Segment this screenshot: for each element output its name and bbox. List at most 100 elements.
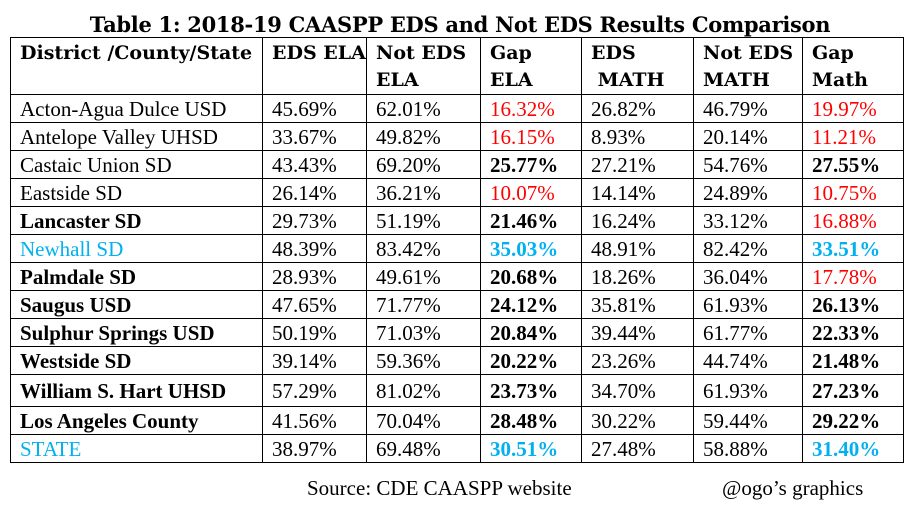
data-cell: 20.68% bbox=[480, 262, 582, 291]
data-cell: 21.48% bbox=[802, 346, 904, 375]
table-row: Saugus USD 47.65% 71.77% 24.12% 35.81% 61.93%… bbox=[10, 290, 904, 319]
data-cell: 24.89% bbox=[693, 178, 803, 207]
data-cell: 27.55% bbox=[802, 150, 904, 179]
column-header-line: District /County/State bbox=[20, 42, 253, 64]
data-cell: 46.79% bbox=[693, 94, 803, 123]
data-cell: 59.44% bbox=[693, 406, 803, 435]
data-cell: 22.33% bbox=[802, 318, 904, 347]
data-cell: 21.46% bbox=[480, 206, 582, 235]
data-cell: 26.13% bbox=[802, 290, 904, 319]
data-cell: 83.42% bbox=[366, 234, 481, 263]
data-cell: 57.29% bbox=[262, 374, 367, 407]
column-header-line: MATH bbox=[703, 69, 770, 91]
data-cell: 36.21% bbox=[366, 178, 481, 207]
data-cell: 19.97% bbox=[802, 94, 904, 123]
data-cell: 50.19% bbox=[262, 318, 367, 347]
data-cell: 28.48% bbox=[480, 406, 582, 435]
table-row: Palmdale SD 28.93% 49.61% 20.68% 18.26% 36.04… bbox=[10, 262, 904, 291]
data-cell: 39.44% bbox=[581, 318, 694, 347]
column-header: Gap ELA bbox=[480, 37, 582, 95]
column-header-line: EDS bbox=[591, 42, 636, 64]
credit-note: @ogo’s graphics bbox=[722, 476, 864, 500]
data-cell: 49.82% bbox=[366, 122, 481, 151]
data-cell: 54.76% bbox=[693, 150, 803, 179]
results-table: District /County/State EDS ELA Not EDS ELA G… bbox=[10, 37, 904, 463]
row-label: Newhall SD bbox=[10, 234, 263, 263]
data-cell: 35.81% bbox=[581, 290, 694, 319]
data-cell: 26.82% bbox=[581, 94, 694, 123]
data-cell: 58.88% bbox=[693, 434, 803, 463]
data-cell: 27.48% bbox=[581, 434, 694, 463]
data-cell: 16.15% bbox=[480, 122, 582, 151]
data-cell: 16.32% bbox=[480, 94, 582, 123]
data-cell: 61.77% bbox=[693, 318, 803, 347]
data-cell: 81.02% bbox=[366, 374, 481, 407]
data-cell: 43.43% bbox=[262, 150, 367, 179]
row-label: Eastside SD bbox=[10, 178, 263, 207]
column-header: Not EDS MATH bbox=[693, 37, 803, 95]
column-header-line: EDS ELA bbox=[272, 42, 366, 64]
data-cell: 18.26% bbox=[581, 262, 694, 291]
header-row: District /County/State EDS ELA Not EDS ELA G… bbox=[10, 37, 904, 95]
row-label: Westside SD bbox=[10, 346, 263, 375]
column-header: District /County/State bbox=[10, 37, 263, 95]
data-cell: 61.93% bbox=[693, 374, 803, 407]
data-cell: 8.93% bbox=[581, 122, 694, 151]
column-header: EDS MATH bbox=[581, 37, 694, 95]
row-label: Castaic Union SD bbox=[10, 150, 263, 179]
column-header-line: ELA bbox=[376, 69, 419, 91]
table-row: Sulphur Springs USD 50.19% 71.03% 20.84% 39.… bbox=[10, 318, 904, 347]
table-row: Acton-Agua Dulce USD 45.69% 62.01% 16.32% 26… bbox=[10, 94, 904, 123]
data-cell: 69.48% bbox=[366, 434, 481, 463]
row-label: STATE bbox=[10, 434, 263, 463]
column-header-line: ELA bbox=[490, 69, 533, 91]
data-cell: 26.14% bbox=[262, 178, 367, 207]
column-header-line: Math bbox=[812, 69, 868, 91]
data-cell: 20.22% bbox=[480, 346, 582, 375]
data-cell: 29.73% bbox=[262, 206, 367, 235]
data-cell: 44.74% bbox=[693, 346, 803, 375]
table-row: Castaic Union SD 43.43% 69.20% 25.77% 27.21%… bbox=[10, 150, 904, 179]
table-title: Table 1: 2018-19 CAASPP EDS and Not EDS … bbox=[89, 12, 831, 37]
data-cell: 17.78% bbox=[802, 262, 904, 291]
row-label: Acton-Agua Dulce USD bbox=[10, 94, 263, 123]
row-label: Sulphur Springs USD bbox=[10, 318, 263, 347]
data-cell: 49.61% bbox=[366, 262, 481, 291]
data-cell: 71.77% bbox=[366, 290, 481, 319]
data-cell: 62.01% bbox=[366, 94, 481, 123]
column-header: Gap Math bbox=[802, 37, 904, 95]
row-label: Palmdale SD bbox=[10, 262, 263, 291]
data-cell: 23.73% bbox=[480, 374, 582, 407]
row-label: Los Angeles County bbox=[10, 406, 263, 435]
data-cell: 24.12% bbox=[480, 290, 582, 319]
data-cell: 48.91% bbox=[581, 234, 694, 263]
data-cell: 23.26% bbox=[581, 346, 694, 375]
data-cell: 27.23% bbox=[802, 374, 904, 407]
data-cell: 33.51% bbox=[802, 234, 904, 263]
table-row: Westside SD 39.14% 59.36% 20.22% 23.26% 44.74… bbox=[10, 346, 904, 375]
column-header-line: Not EDS bbox=[376, 42, 467, 64]
row-label: Saugus USD bbox=[10, 290, 263, 319]
row-label: Lancaster SD bbox=[10, 206, 263, 235]
data-cell: 10.07% bbox=[480, 178, 582, 207]
data-cell: 16.88% bbox=[802, 206, 904, 235]
data-cell: 28.93% bbox=[262, 262, 367, 291]
data-cell: 82.42% bbox=[693, 234, 803, 263]
data-cell: 48.39% bbox=[262, 234, 367, 263]
data-cell: 30.51% bbox=[480, 434, 582, 463]
data-cell: 16.24% bbox=[581, 206, 694, 235]
data-cell: 41.56% bbox=[262, 406, 367, 435]
table-row: Los Angeles County 41.56% 70.04% 28.48% 30.2… bbox=[10, 406, 904, 435]
data-cell: 27.21% bbox=[581, 150, 694, 179]
data-cell: 34.70% bbox=[581, 374, 694, 407]
data-cell: 10.75% bbox=[802, 178, 904, 207]
source-note: Source: CDE CAASPP website bbox=[307, 476, 572, 500]
data-cell: 30.22% bbox=[581, 406, 694, 435]
data-cell: 35.03% bbox=[480, 234, 582, 263]
data-cell: 11.21% bbox=[802, 122, 904, 151]
data-cell: 39.14% bbox=[262, 346, 367, 375]
table-row: Eastside SD 26.14% 36.21% 10.07% 14.14% 24.89… bbox=[10, 178, 904, 207]
row-label: William S. Hart UHSD bbox=[10, 374, 263, 407]
data-cell: 33.12% bbox=[693, 206, 803, 235]
data-cell: 36.04% bbox=[693, 262, 803, 291]
